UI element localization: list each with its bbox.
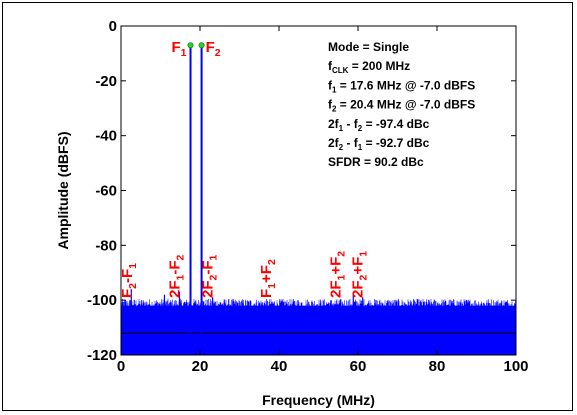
x-tick-label: 60 <box>350 358 367 375</box>
x-tick-label: 40 <box>271 358 288 375</box>
tone-label: F2 <box>206 39 221 59</box>
annotation-line: 2f1 - f2 = -97.4 dBc <box>328 117 430 133</box>
y-tick-label: -20 <box>95 73 117 90</box>
noise-spectrum <box>120 289 517 355</box>
x-tick-label: 20 <box>192 358 209 375</box>
annotation-line: SFDR = 90.2 dBc <box>328 155 424 169</box>
spur-label: 2F2-F1 <box>200 254 220 298</box>
tone-marker <box>187 42 194 49</box>
annotation-line: 2f2 - f1 = -92.7 dBc <box>328 136 430 152</box>
spur-label: F2-F1 <box>119 263 139 298</box>
spur-label: 2F1+F2 <box>328 251 348 298</box>
x-axis-label: Frequency (MHz) <box>262 392 375 408</box>
annotation-box: Mode = Single fCLK = 200 MHz f1 = 17.6 MHz… <box>328 40 475 169</box>
axis-ticks <box>120 25 517 356</box>
tone-marker <box>198 42 205 49</box>
annotation-line: fCLK = 200 MHz <box>328 59 410 75</box>
y-tick-label: -100 <box>87 292 117 309</box>
annotation-line: Mode = Single <box>328 40 409 54</box>
spur-label: 2F2+F1 <box>350 251 370 298</box>
y-tick-label: -40 <box>95 128 117 145</box>
y-axis-label: Amplitude (dBFS) <box>55 131 71 249</box>
x-tick-label: 100 <box>503 358 528 375</box>
spur-label: 2F1-F2 <box>166 254 186 298</box>
y-tick-label: -60 <box>95 183 117 200</box>
tone-label: F1 <box>172 39 187 59</box>
spur-label: F1+F2 <box>258 259 278 298</box>
y-tick-labels: 0 -20 -40 -60 -80 -100 -120 <box>87 18 117 364</box>
y-tick-label: -80 <box>95 237 117 254</box>
annotation-line: f1 = 17.6 MHz @ -7.0 dBFS <box>328 78 475 94</box>
y-tick-label: 0 <box>109 18 117 35</box>
y-tick-label: -120 <box>87 347 117 364</box>
tone-markers: F1 F2 <box>172 39 221 355</box>
annotation-line: f2 = 20.4 MHz @ -7.0 dBFS <box>328 98 475 114</box>
x-tick-labels: 0 20 40 60 80 100 <box>117 358 529 375</box>
x-tick-label: 0 <box>117 358 125 375</box>
x-tick-label: 80 <box>429 358 446 375</box>
